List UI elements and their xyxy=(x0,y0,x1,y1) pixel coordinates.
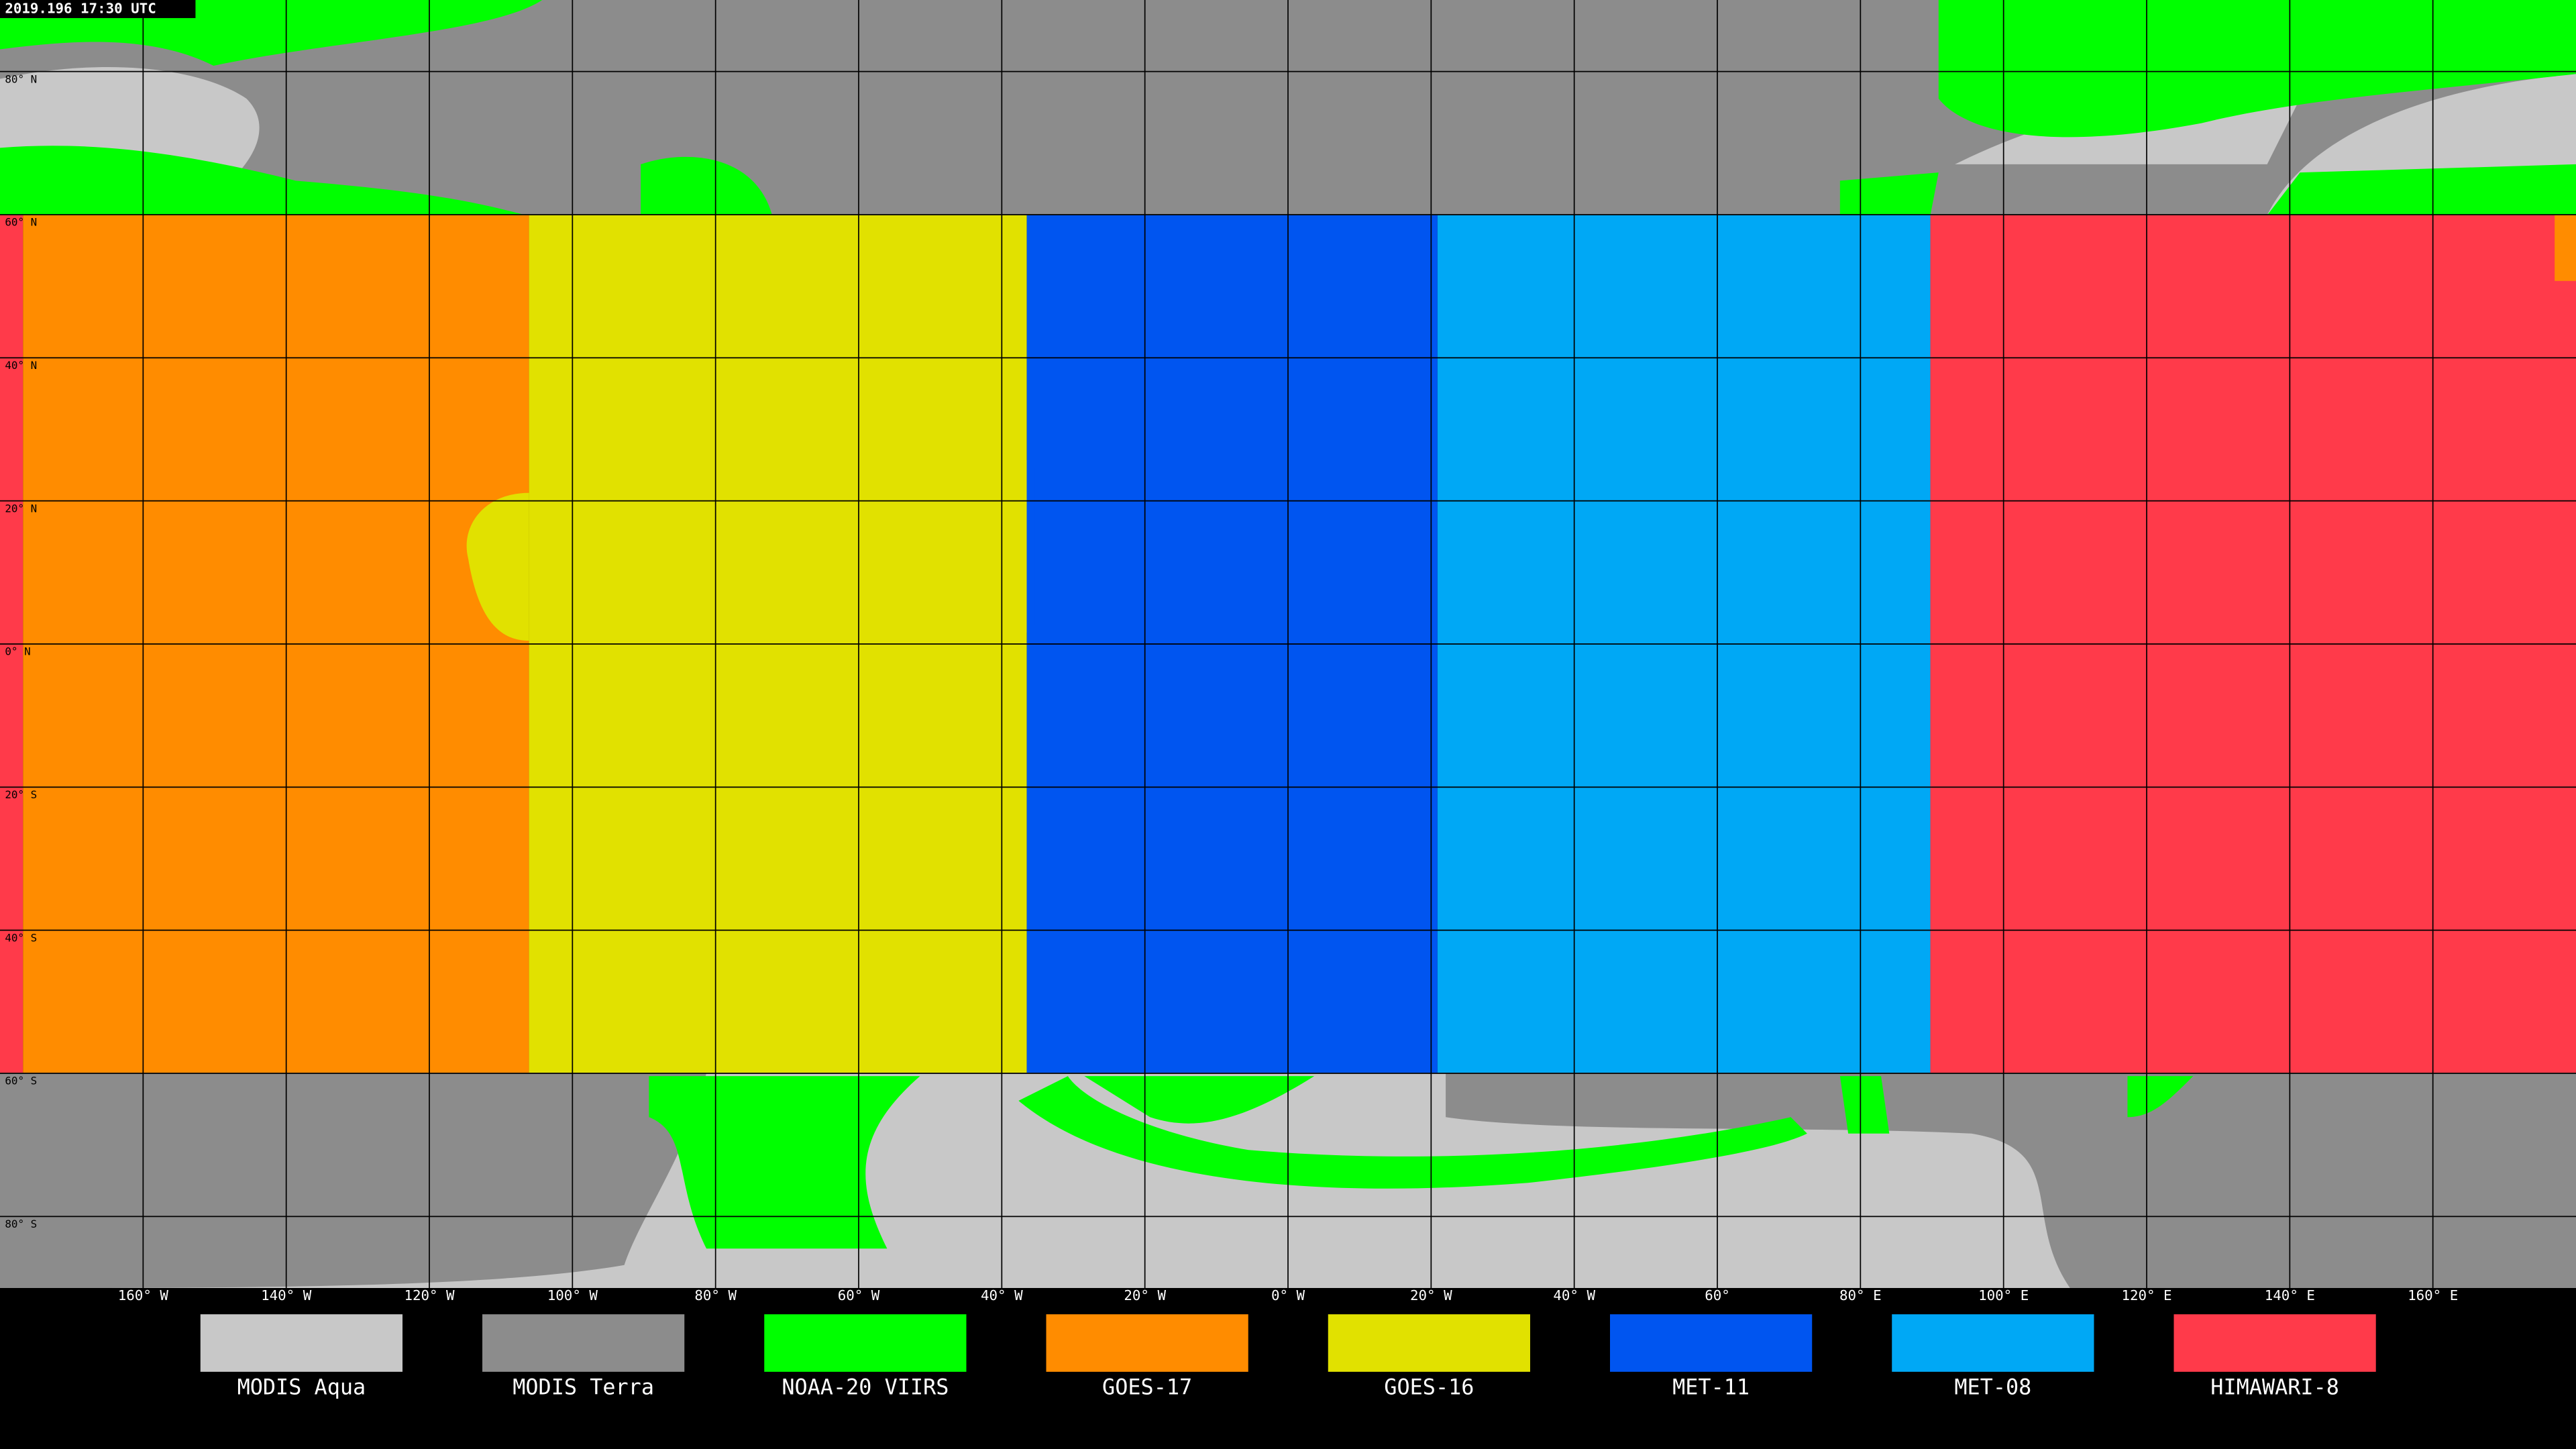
region-met-11 xyxy=(1026,460,1035,633)
legend-swatch xyxy=(200,1314,402,1372)
region-noaa xyxy=(2127,1076,2194,1118)
longitude-label: 40° W xyxy=(981,1287,1023,1303)
longitude-label: 60° W xyxy=(838,1287,880,1303)
legend-label: MODIS Terra xyxy=(513,1374,654,1399)
legend-label: HIMAWARI-8 xyxy=(2210,1374,2339,1399)
longitude-label: 160° W xyxy=(118,1287,169,1303)
longitude-label: 20° W xyxy=(1410,1287,1452,1303)
graticule xyxy=(0,70,2576,1218)
region-noaa xyxy=(1839,172,1939,215)
latitude-label: 20° N xyxy=(5,502,37,515)
legend-label: MODIS Aqua xyxy=(237,1374,366,1399)
longitude-label: 160° E xyxy=(2408,1287,2458,1303)
longitude-label: 120° E xyxy=(2121,1287,2171,1303)
region-noaa xyxy=(1938,0,2576,138)
region-noaa xyxy=(1839,1076,1890,1134)
region-goes-17 xyxy=(2555,215,2576,281)
longitude-label: 20° W xyxy=(1124,1287,1166,1303)
latitude-label: 80° N xyxy=(5,72,37,85)
latitude-label: 60° N xyxy=(5,216,37,229)
longitude-label: 100° E xyxy=(1978,1287,2029,1303)
latitude-label: 80° S xyxy=(5,1218,37,1230)
legend-label: MET-08 xyxy=(1954,1374,2031,1399)
longitude-label: 60° xyxy=(1705,1287,1730,1303)
latitude-label: 40° N xyxy=(5,359,37,372)
legend-swatch xyxy=(2174,1314,2376,1372)
region-goes-16 xyxy=(466,492,529,641)
longitude-label: 100° W xyxy=(547,1287,598,1303)
latitude-label: 0° N xyxy=(5,645,30,658)
legend-label: GOES-17 xyxy=(1102,1374,1192,1399)
region-modis-terra xyxy=(0,1073,707,1288)
longitude-label: 120° W xyxy=(404,1287,455,1303)
longitude-label: 80° W xyxy=(694,1287,737,1303)
latitude-label: 40° S xyxy=(5,931,37,944)
latitude-label: 60° S xyxy=(5,1075,37,1087)
longitude-label: 140° W xyxy=(261,1287,312,1303)
region-noaa xyxy=(2267,164,2576,215)
region-noaa xyxy=(0,146,526,215)
legend-swatch xyxy=(1610,1314,1813,1372)
legend-label: MET-11 xyxy=(1672,1374,1750,1399)
title-box xyxy=(0,0,196,18)
region-noaa xyxy=(1084,1076,1315,1124)
region-noaa xyxy=(641,156,773,215)
legend-label: NOAA-20 VIIRS xyxy=(782,1374,949,1399)
region-noaa xyxy=(649,1076,920,1249)
legend-swatch xyxy=(1892,1314,2094,1372)
timestamp: 2019.196 17:30 UTC xyxy=(5,0,156,16)
latitude-label: 20° S xyxy=(5,788,37,801)
legend-swatch xyxy=(482,1314,685,1372)
legend-swatch xyxy=(1046,1314,1248,1372)
longitude-label: 0° W xyxy=(1271,1287,1305,1303)
region-modis-terra xyxy=(1446,1073,2576,1288)
legend-swatch xyxy=(1328,1314,1530,1372)
legend-label: GOES-16 xyxy=(1384,1374,1474,1399)
labels: 80° N 60° N 40° N 20° N 0° N 20° S 40° S 60° S 8… xyxy=(5,72,2458,1399)
region-noaa xyxy=(1018,1076,1807,1189)
longitude-label: 140° E xyxy=(2265,1287,2315,1303)
legend-swatch xyxy=(764,1314,967,1372)
longitude-label: 40° W xyxy=(1553,1287,1595,1303)
longitude-label: 80° E xyxy=(1839,1287,1882,1303)
